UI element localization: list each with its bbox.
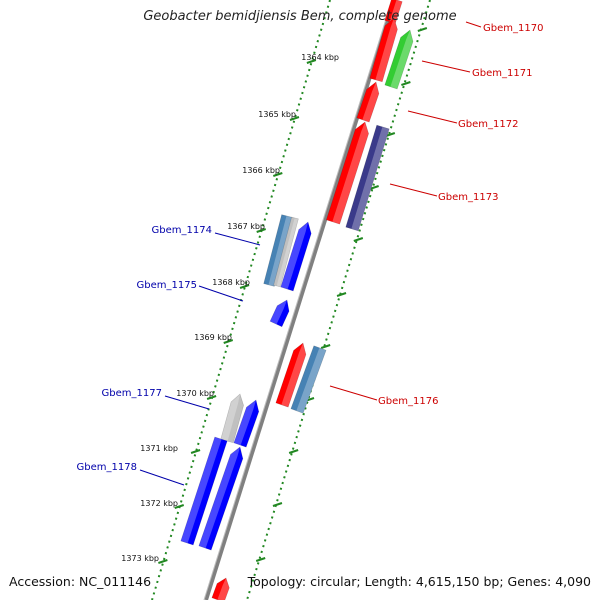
genome-title: Geobacter bemidjiensis Bem, complete gen…	[143, 9, 457, 24]
tick-mark	[353, 237, 364, 242]
tick-mark	[255, 557, 266, 562]
callout-line	[139, 469, 185, 486]
gene-gbem-1177	[233, 399, 260, 448]
genome-backbone-highlight	[203, 0, 393, 600]
gene-gbem-1179	[211, 577, 230, 600]
gene-gbem-1171	[384, 29, 414, 90]
gene-label-gbem-1175: Gbem_1175	[137, 280, 197, 291]
gene-gbem-1170b	[369, 17, 398, 83]
kbp-label: 1368 kbp	[212, 278, 250, 287]
kbp-label: 1373 kbp	[121, 554, 159, 563]
tick-mark	[174, 504, 185, 509]
callout-line	[407, 110, 458, 124]
tick-mark	[401, 81, 411, 86]
tick-mark	[256, 228, 267, 233]
gene-label-gbem-1171: Gbem_1171	[472, 68, 532, 79]
gene-gbem-1174	[280, 221, 312, 292]
tick-mark	[320, 344, 331, 349]
tick-mark	[385, 132, 396, 137]
tick-mark	[190, 449, 201, 454]
gene-gbem-1172	[356, 81, 380, 123]
tick-mark	[306, 59, 317, 64]
gene-gbem-1176a	[275, 342, 307, 408]
topology-text: Topology: circular; Length: 4,615,150 bp…	[247, 574, 591, 589]
labels: Gbem_1170 Gbem_1171 Gbem_1172 Gbem_1173 Gbem…	[77, 23, 544, 563]
tick-mark	[273, 172, 283, 177]
gene-features	[180, 0, 414, 600]
gene-gbem-1177a	[220, 393, 244, 444]
gene-gbem-1170	[384, 0, 403, 25]
kbp-label: 1370 kbp	[176, 389, 214, 398]
gene-label-gbem-1176: Gbem_1176	[378, 396, 438, 407]
kbp-label: 1366 kbp	[242, 166, 280, 175]
tick-mark	[272, 502, 283, 507]
kbp-label: 1365 kbp	[258, 110, 296, 119]
tick-mark	[239, 284, 250, 289]
gene-label-gbem-1174: Gbem_1174	[152, 225, 212, 236]
genome-backbone	[204, 0, 396, 600]
callout-line	[198, 285, 244, 302]
gene-label-gbem-1170: Gbem_1170	[483, 23, 543, 34]
callout-lines	[139, 21, 482, 486]
tick-mark	[223, 339, 234, 344]
gene-label-gbem-1173: Gbem_1173	[438, 192, 498, 203]
kbp-label: 1371 kbp	[140, 444, 178, 453]
kbp-label: 1367 kbp	[227, 222, 265, 231]
callout-line	[465, 21, 482, 28]
gene-label-gbem-1172: Gbem_1172	[458, 119, 518, 130]
gene-gbem-1174b	[273, 216, 299, 288]
kbp-label: 1372 kbp	[140, 499, 178, 508]
accession-text: Accession: NC_011146	[9, 574, 152, 589]
tick-marks	[158, 27, 428, 564]
tick-mark	[369, 185, 379, 190]
gene-gbem-1175	[269, 299, 290, 328]
callout-line	[421, 60, 471, 73]
tick-mark	[158, 559, 168, 564]
gene-gbem-1172b	[325, 121, 369, 225]
callout-line	[389, 183, 438, 197]
outer-ruler-line	[246, 0, 431, 600]
gene-gbem-1178a	[180, 436, 228, 546]
callout-line	[164, 395, 210, 410]
kbp-label: 1369 kbp	[194, 333, 232, 342]
tick-mark	[289, 116, 300, 121]
gene-label-gbem-1178: Gbem_1178	[77, 462, 137, 473]
callout-line	[329, 385, 378, 401]
gene-gbem-1173	[345, 124, 390, 232]
tick-mark	[336, 292, 347, 297]
callout-line	[214, 232, 261, 246]
kbp-label: 1364 kbp	[301, 53, 339, 62]
tick-mark	[206, 395, 217, 400]
tick-mark	[417, 27, 428, 32]
tick-mark	[288, 449, 299, 454]
gene-gbem-1176	[290, 345, 327, 414]
gene-gbem-1178	[198, 446, 244, 551]
gene-label-gbem-1177: Gbem_1177	[102, 388, 162, 399]
